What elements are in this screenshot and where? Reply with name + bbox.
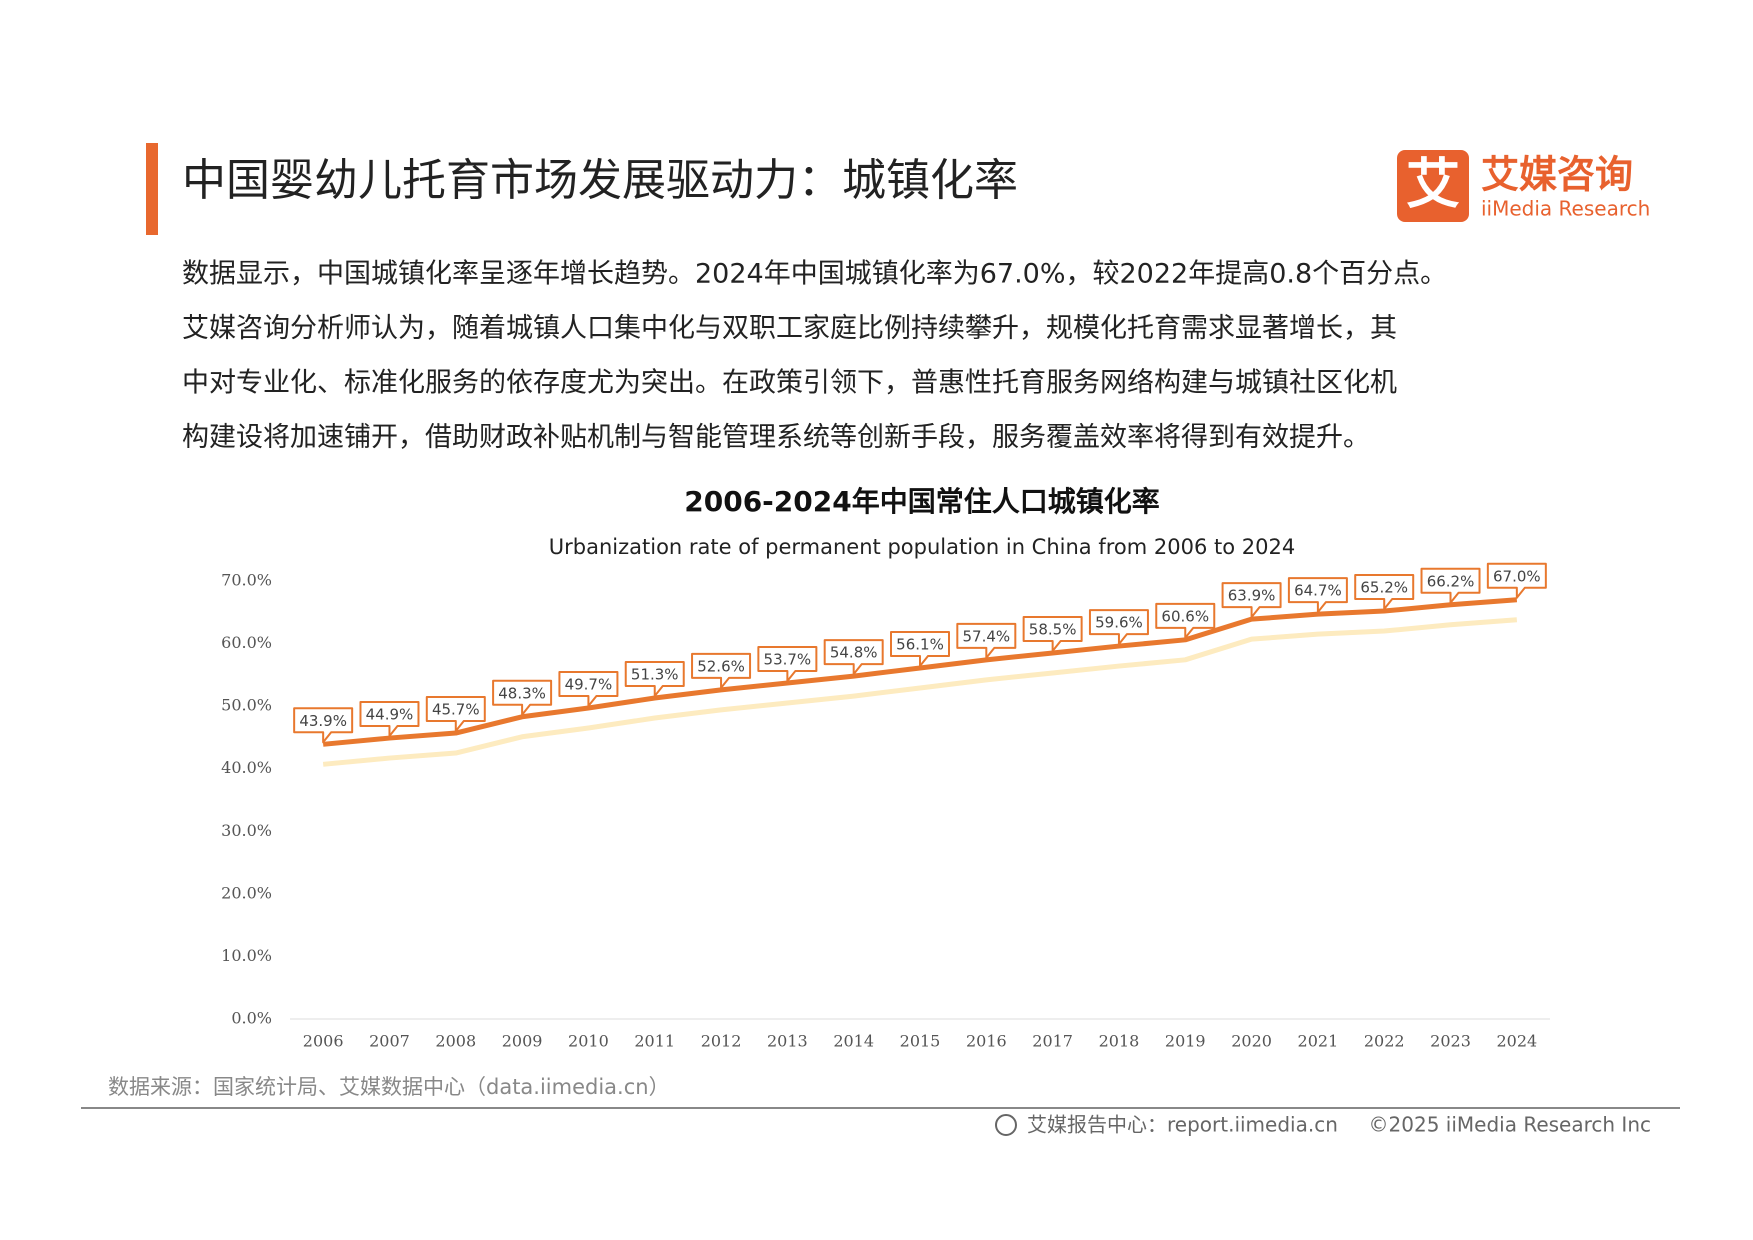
value-label: 44.9% <box>366 706 414 724</box>
logo-box <box>1397 150 1469 222</box>
logo-subname: iiMedia Research <box>1481 197 1650 221</box>
x-tick-label: 2020 <box>1231 1032 1272 1051</box>
value-label: 52.6% <box>697 657 745 675</box>
value-label: 54.8% <box>830 644 878 662</box>
value-label-box <box>1354 574 1415 611</box>
line-shadow <box>322 617 1518 767</box>
y-tick-label: 60.0% <box>221 633 272 652</box>
value-label: 60.6% <box>1161 607 1209 625</box>
value-label-box <box>558 671 619 708</box>
value-label: 65.2% <box>1360 579 1408 597</box>
value-label: 49.7% <box>565 676 613 694</box>
value-label-box <box>624 661 685 698</box>
paragraph-line: 构建设将加速铺开，借助财政补贴机制与智能管理系统等创新手段，服务覆盖效率将得到有… <box>182 422 1370 453</box>
y-tick-label: 50.0% <box>221 696 272 715</box>
value-label-box <box>890 630 950 667</box>
value-label-box <box>1022 615 1083 652</box>
value-label-box <box>823 639 884 676</box>
y-tick-label: 70.0% <box>221 571 272 590</box>
y-tick-label: 20.0% <box>221 883 272 902</box>
value-label-box <box>492 679 553 716</box>
logo-name: 艾媒咨询 <box>1481 153 1633 197</box>
value-label: 57.4% <box>962 627 1010 645</box>
value-label: 56.1% <box>896 635 944 653</box>
x-tick-label: 2012 <box>701 1032 742 1051</box>
x-tick-label: 2014 <box>833 1032 874 1051</box>
x-tick-label: 2008 <box>435 1032 476 1051</box>
y-tick-label: 10.0% <box>221 946 272 965</box>
value-label-box <box>1155 602 1216 639</box>
x-tick-label: 2022 <box>1364 1032 1405 1051</box>
value-label: 66.2% <box>1427 572 1475 590</box>
value-label: 48.3% <box>498 684 546 702</box>
value-label-box <box>293 707 354 744</box>
x-tick-label: 2006 <box>303 1032 344 1051</box>
chart-subtitle: Urbanization rate of permanent populatio… <box>549 535 1295 559</box>
x-tick-label: 2015 <box>900 1032 941 1051</box>
x-tick-label: 2013 <box>767 1032 808 1051</box>
value-label-box <box>359 701 420 738</box>
value-label: 58.5% <box>1029 620 1077 638</box>
x-tick-label: 2017 <box>1032 1032 1073 1051</box>
value-label: 64.7% <box>1294 582 1342 600</box>
title-accent <box>146 143 158 235</box>
value-label-box <box>1221 582 1282 619</box>
value-label: 43.9% <box>299 712 347 730</box>
value-label: 63.9% <box>1228 587 1276 605</box>
value-label-box <box>1088 609 1149 646</box>
x-tick-label: 2024 <box>1496 1032 1537 1051</box>
y-tick-label: 40.0% <box>221 758 272 777</box>
footer-site: 艾媒报告中心：report.iimedia.cn <box>1027 1113 1338 1137</box>
value-label: 59.6% <box>1095 614 1143 632</box>
y-tick-label: 30.0% <box>221 821 272 840</box>
chart-title: 2006-2024年中国常住人口城镇化率 <box>684 485 1159 518</box>
x-tick-label: 2009 <box>502 1032 543 1051</box>
page-title: 中国婴幼儿托育市场发展驱动力：城镇化率 <box>182 155 1018 206</box>
value-label: 53.7% <box>764 650 812 668</box>
x-tick-label: 2019 <box>1165 1032 1206 1051</box>
logo-icon: 艾 <box>1406 153 1460 216</box>
x-tick-label: 2021 <box>1298 1032 1339 1051</box>
value-label-box <box>425 696 486 733</box>
value-label: 45.7% <box>432 701 480 719</box>
x-tick-label: 2010 <box>568 1032 609 1051</box>
value-label-box <box>956 622 1017 659</box>
x-tick-label: 2007 <box>369 1032 410 1051</box>
value-label-box <box>757 645 818 682</box>
source-note: 数据来源：国家统计局、艾媒数据中心（data.iimedia.cn） <box>108 1075 670 1099</box>
paragraph-line: 艾媒咨询分析师认为，随着城镇人口集中化与双职工家庭比例持续攀升，规模化托育需求显… <box>182 313 1397 344</box>
value-label-box <box>1486 562 1547 599</box>
x-tick-label: 2023 <box>1430 1032 1471 1051</box>
value-label-box <box>691 652 752 689</box>
x-tick-label: 2018 <box>1099 1032 1140 1051</box>
footer-copyright: ©2025 iiMedia Research Inc <box>1369 1113 1651 1137</box>
value-label: 67.0% <box>1493 567 1541 585</box>
paragraph-line: 数据显示，中国城镇化率呈逐年增长趋势。2024年中国城镇化率为67.0%，较20… <box>182 259 1447 290</box>
x-tick-label: 2016 <box>966 1032 1007 1051</box>
value-label-box <box>1420 567 1481 604</box>
value-label: 51.3% <box>631 666 679 684</box>
paragraph-line: 中对专业化、标准化服务的依存度尤为突出。在政策引领下，普惠性托育服务网络构建与城… <box>182 368 1397 399</box>
value-label-box <box>1287 577 1348 614</box>
y-tick-label: 0.0% <box>231 1009 272 1028</box>
x-tick-label: 2011 <box>634 1032 675 1051</box>
line <box>322 597 1518 747</box>
footer-icon <box>995 1114 1017 1136</box>
